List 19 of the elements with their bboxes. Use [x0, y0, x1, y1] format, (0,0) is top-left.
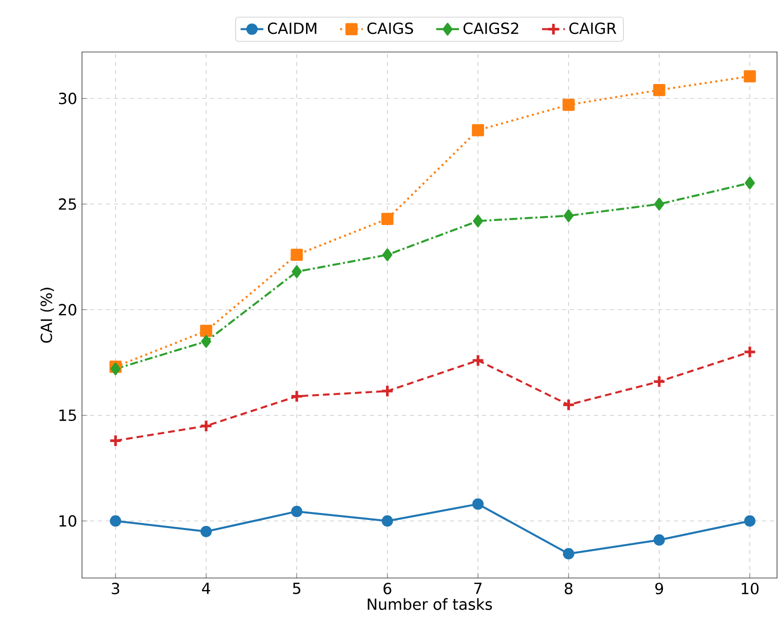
- y-tick-label: 10: [59, 515, 76, 527]
- legend-label: CAIGS: [367, 22, 414, 34]
- legend-label: CAIDM: [268, 22, 316, 34]
- x-tick-label: 10: [742, 582, 759, 594]
- legend-label: CAIGR: [569, 22, 616, 34]
- y-tick-label: 30: [58, 92, 76, 104]
- x-axis-title: Number of tasks: [368, 598, 492, 610]
- x-tick-label: 9: [655, 582, 664, 594]
- y-tick-label: 25: [58, 198, 76, 210]
- x-tick-label: 4: [202, 582, 210, 594]
- y-tick-label: 15: [59, 410, 76, 422]
- x-tick-label: 5: [293, 582, 300, 594]
- x-tick-label: 3: [112, 582, 120, 594]
- legend-label: CAIGS2: [463, 22, 518, 34]
- x-tick-label: 6: [384, 582, 392, 594]
- x-tick-label: 7: [474, 582, 482, 594]
- x-tick-label: 8: [564, 582, 572, 594]
- y-tick-label: 20: [58, 304, 76, 316]
- y-axis-title: CAI (%): [40, 288, 54, 343]
